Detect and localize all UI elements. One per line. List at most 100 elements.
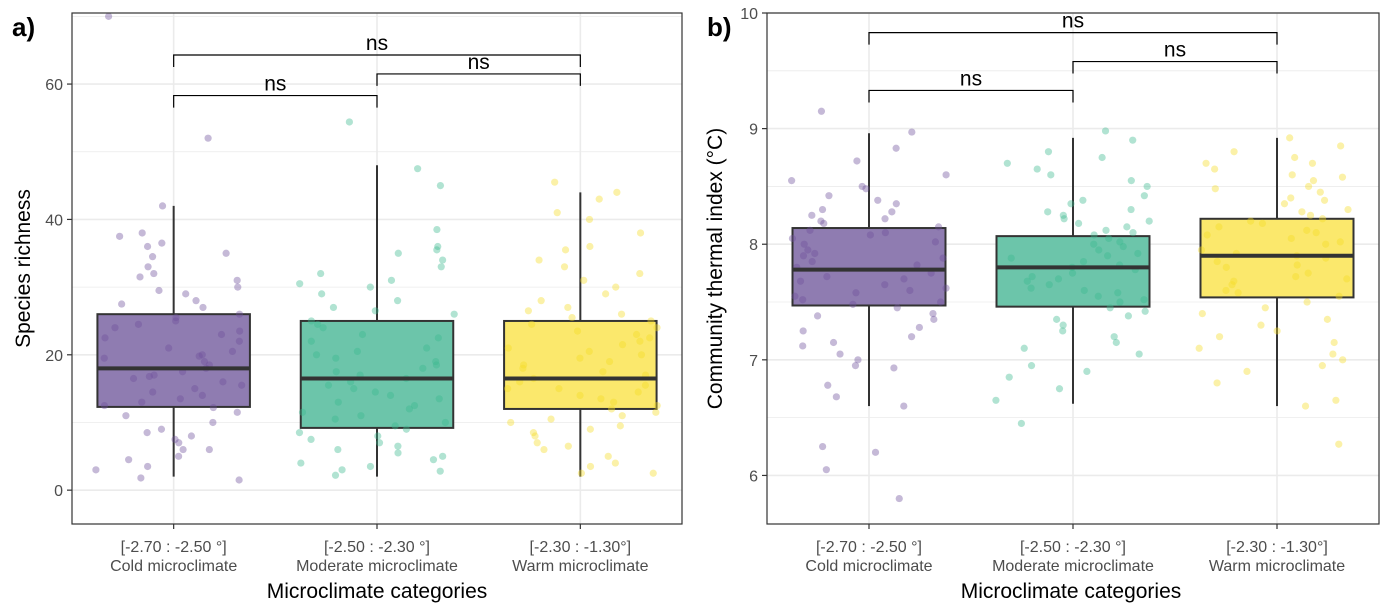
data-point xyxy=(1067,200,1075,208)
data-point xyxy=(307,317,315,325)
data-point xyxy=(174,452,183,460)
data-point xyxy=(366,462,375,471)
data-point xyxy=(111,324,119,332)
data-point xyxy=(100,354,108,362)
data-point xyxy=(1116,238,1124,246)
data-point xyxy=(410,401,419,410)
data-point xyxy=(788,234,797,243)
data-point xyxy=(92,466,100,474)
data-point xyxy=(504,344,512,352)
data-point xyxy=(1123,223,1131,231)
data-point xyxy=(1280,200,1289,208)
x-axis-title: Microclimate categories xyxy=(961,580,1182,603)
data-point xyxy=(235,337,243,345)
data-point xyxy=(1127,177,1135,185)
data-point xyxy=(535,256,543,264)
data-point xyxy=(138,229,146,237)
data-point xyxy=(1129,229,1137,237)
data-point xyxy=(175,439,183,447)
data-point xyxy=(1336,238,1344,246)
data-point xyxy=(540,445,548,454)
data-point xyxy=(435,395,443,403)
data-point xyxy=(1301,402,1310,410)
data-point xyxy=(100,401,109,410)
data-point xyxy=(371,307,379,315)
data-point xyxy=(198,351,206,359)
data-point xyxy=(1135,350,1143,358)
data-point xyxy=(647,317,655,325)
data-point xyxy=(504,385,512,393)
data-point xyxy=(439,256,447,264)
data-point xyxy=(366,283,374,291)
data-point xyxy=(433,225,441,234)
data-point xyxy=(1079,196,1087,204)
x-tick-range-label: [-2.50 : -2.30 °] xyxy=(1020,539,1126,556)
data-point xyxy=(1318,362,1326,370)
data-point xyxy=(564,303,572,312)
x-tick-range-label: [-2.50 : -2.30 °] xyxy=(324,539,430,556)
data-point xyxy=(890,364,898,372)
data-point xyxy=(228,347,237,356)
data-point xyxy=(387,276,396,284)
data-point xyxy=(172,313,180,322)
data-point xyxy=(605,357,614,366)
data-point xyxy=(391,422,399,430)
data-point xyxy=(1074,219,1083,228)
data-point xyxy=(1053,315,1061,323)
data-point xyxy=(182,290,190,298)
data-point xyxy=(1337,142,1345,150)
data-point xyxy=(799,327,807,335)
data-point xyxy=(122,412,130,420)
data-point xyxy=(915,323,923,332)
data-point xyxy=(906,286,914,295)
data-point xyxy=(808,257,816,266)
significance-bracket xyxy=(376,73,581,86)
data-point xyxy=(881,229,889,237)
data-point xyxy=(632,330,641,339)
data-point xyxy=(862,185,870,193)
data-point xyxy=(143,242,152,251)
data-point xyxy=(1028,272,1036,281)
data-point xyxy=(1213,379,1221,387)
data-point xyxy=(1197,246,1206,254)
data-point xyxy=(1119,242,1127,251)
y-tick-label: 10 xyxy=(740,6,758,23)
data-point xyxy=(568,313,576,322)
data-point xyxy=(1343,275,1351,283)
data-point xyxy=(652,408,660,416)
data-point xyxy=(537,297,545,305)
data-point xyxy=(1230,277,1238,285)
significance-bracket xyxy=(173,54,581,67)
data-point xyxy=(586,425,594,433)
panel-a: ns ns ns 0 20 40 60 [-2.70 : -2.50 °] Cold micro… xyxy=(12,12,683,603)
data-point xyxy=(235,476,243,484)
data-point xyxy=(219,378,227,386)
data-point xyxy=(1306,211,1315,219)
data-point xyxy=(900,402,908,410)
data-point xyxy=(576,391,584,400)
data-point xyxy=(1320,196,1329,204)
data-point xyxy=(1257,321,1265,329)
data-point xyxy=(637,351,646,359)
data-point xyxy=(1330,338,1338,347)
data-point xyxy=(799,252,808,260)
data-point xyxy=(200,357,209,366)
data-point xyxy=(419,364,427,372)
data-point xyxy=(116,232,124,240)
data-point xyxy=(934,223,943,231)
data-point xyxy=(1228,281,1236,289)
data-point xyxy=(334,398,342,406)
data-point xyxy=(1222,263,1230,271)
data-point xyxy=(129,374,138,383)
data-point xyxy=(101,334,109,342)
data-point xyxy=(172,317,180,325)
data-point xyxy=(881,215,889,223)
data-point xyxy=(1286,134,1294,142)
data-point xyxy=(871,448,880,456)
data-point xyxy=(1329,350,1337,358)
data-point xyxy=(234,283,242,291)
data-point xyxy=(613,188,621,196)
data-point xyxy=(595,195,603,203)
data-point xyxy=(1106,304,1114,312)
data-point xyxy=(524,307,532,315)
